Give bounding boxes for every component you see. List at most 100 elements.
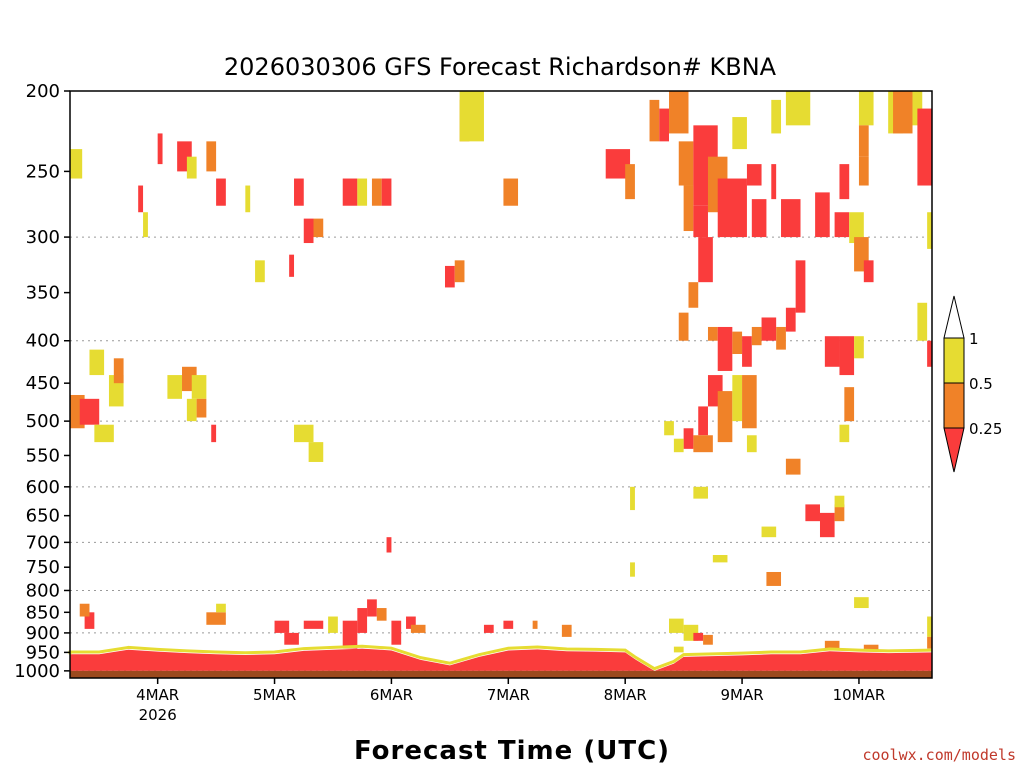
heatmap-cell-139 xyxy=(561,624,572,637)
heatmap-cell-66 xyxy=(771,164,777,200)
heatmap-cell-56 xyxy=(742,336,752,367)
y-tick-label-250: 250 xyxy=(26,161,60,182)
heatmap-cell-21 xyxy=(255,260,265,283)
heatmap-cell-6 xyxy=(89,349,105,376)
y-tick-label-400: 400 xyxy=(26,331,60,352)
heatmap-cell-22 xyxy=(294,178,304,206)
heatmap-cell-62 xyxy=(781,199,801,238)
heatmap-cell-65 xyxy=(785,91,801,126)
heatmap-cell-97 xyxy=(844,387,855,422)
heatmap-cell-96 xyxy=(927,340,932,367)
heatmap-cell-12 xyxy=(206,141,217,172)
heatmap-cell-136 xyxy=(483,624,494,633)
heatmap-cell-44 xyxy=(683,185,694,232)
heatmap-cell-58 xyxy=(761,317,777,341)
heatmap-cell-68 xyxy=(732,117,747,150)
heatmap-cell-38 xyxy=(625,164,635,200)
heatmap-cell-13 xyxy=(216,178,226,206)
heatmap-cell-47 xyxy=(717,178,747,238)
heatmap-cell-94 xyxy=(927,212,932,249)
x-tick-label-6MAR: 6MAR xyxy=(370,686,413,704)
heatmap-cell-29 xyxy=(381,178,392,206)
heatmap-cell-128 xyxy=(328,616,338,633)
y-tick-label-600: 600 xyxy=(26,477,60,498)
heatmap-cell-135 xyxy=(410,624,426,633)
heatmap-cell-26 xyxy=(342,178,358,206)
heatmap-cell-132 xyxy=(376,608,387,621)
heatmap-cell-109 xyxy=(630,486,635,511)
heatmap-cell-23 xyxy=(303,218,314,244)
heatmap-cell-84 xyxy=(858,156,869,186)
heatmap-cell-40 xyxy=(659,108,670,142)
boundary-layer-edge xyxy=(68,644,933,671)
heatmap-cell-36 xyxy=(503,178,519,206)
heatmap-cell-50 xyxy=(698,237,713,283)
heatmap-cell-133 xyxy=(391,620,402,645)
heatmap-cell-124 xyxy=(216,603,226,613)
y-tick-label-900: 900 xyxy=(26,623,60,644)
heatmap-cell-76 xyxy=(693,435,713,453)
heatmap-cell-134 xyxy=(406,616,416,629)
heatmap-cell-24 xyxy=(289,254,295,277)
colorbar-label-1: 1 xyxy=(969,330,979,348)
heatmap-cell-72 xyxy=(732,375,743,422)
plot-frame xyxy=(69,90,933,679)
heatmap-cell-116 xyxy=(673,646,684,653)
y-tick-label-700: 700 xyxy=(26,532,60,553)
x-tick-label-9MAR: 9MAR xyxy=(720,686,763,704)
heatmap-cell-130 xyxy=(357,608,368,633)
heatmap-cell-111 xyxy=(386,537,392,553)
heatmap-cell-119 xyxy=(863,644,879,651)
heatmap-cell-86 xyxy=(834,212,850,238)
heatmap-cell-19 xyxy=(211,424,217,443)
heatmap-cell-70 xyxy=(698,406,708,436)
x-axis-label: Forecast Time (UTC) xyxy=(354,736,670,766)
x-tick-label-10MAR: 10MAR xyxy=(833,686,886,704)
x-tick-label-4MAR: 4MAR xyxy=(136,686,179,704)
heatmap-cell-27 xyxy=(357,178,368,206)
heatmap-cell-5 xyxy=(113,358,124,384)
heatmap-cell-61 xyxy=(795,260,806,313)
heatmap-cell-16 xyxy=(191,375,207,399)
heatmap-cells xyxy=(70,91,932,653)
heatmap-cell-9 xyxy=(157,133,163,165)
heatmap-cell-55 xyxy=(732,331,743,354)
heatmap-cell-106 xyxy=(693,486,708,499)
y-tick-label-300: 300 xyxy=(26,227,60,248)
x-tick-sublabel-4MAR: 2026 xyxy=(139,706,177,724)
y-tick-label-800: 800 xyxy=(26,580,60,601)
heatmap-cell-89 xyxy=(863,260,874,283)
heatmap-cell-126 xyxy=(284,632,299,645)
heatmap-cell-137 xyxy=(503,620,514,629)
heatmap-cell-60 xyxy=(785,307,796,332)
heatmap-cell-101 xyxy=(819,512,835,538)
heatmap-cell-52 xyxy=(678,312,689,341)
heatmap-cell-81 xyxy=(854,336,864,359)
heatmap-cell-17 xyxy=(186,398,197,422)
x-axis: 4MAR 2026 5MAR 6MAR 7MAR 8MAR 9MAR 10MAR xyxy=(136,678,885,724)
x-tick-label-7MAR: 7MAR xyxy=(487,686,530,704)
heatmap-cell-0 xyxy=(70,149,83,179)
y-tick-label-550: 550 xyxy=(26,445,60,466)
heatmap-cell-18 xyxy=(196,398,207,418)
heatmap-cell-83 xyxy=(858,125,869,157)
heatmap-cell-71 xyxy=(717,391,733,443)
heatmap-cell-80 xyxy=(839,336,855,376)
heatmap-cell-100 xyxy=(805,504,820,522)
colorbar-yellow-bin xyxy=(943,337,965,384)
boundary-layer-band xyxy=(70,648,932,671)
heatmap-cell-98 xyxy=(839,424,850,443)
heatmap-cell-120 xyxy=(824,640,840,651)
colorbar-label-0-5: 0.5 xyxy=(969,375,993,393)
y-tick-label-950: 950 xyxy=(26,642,60,663)
heatmap-cell-110 xyxy=(630,562,635,577)
heatmap-cell-25 xyxy=(313,218,324,238)
heatmap-cell-41 xyxy=(669,91,689,134)
heatmap-cell-2 xyxy=(79,398,100,425)
heatmap-cell-73 xyxy=(742,375,757,429)
heatmap-cell-57 xyxy=(751,326,762,346)
heatmap-cell-7 xyxy=(138,185,144,213)
heatmap-cell-127 xyxy=(303,620,324,629)
heatmap-cell-122 xyxy=(79,603,90,617)
heatmap-cell-67 xyxy=(771,99,782,134)
